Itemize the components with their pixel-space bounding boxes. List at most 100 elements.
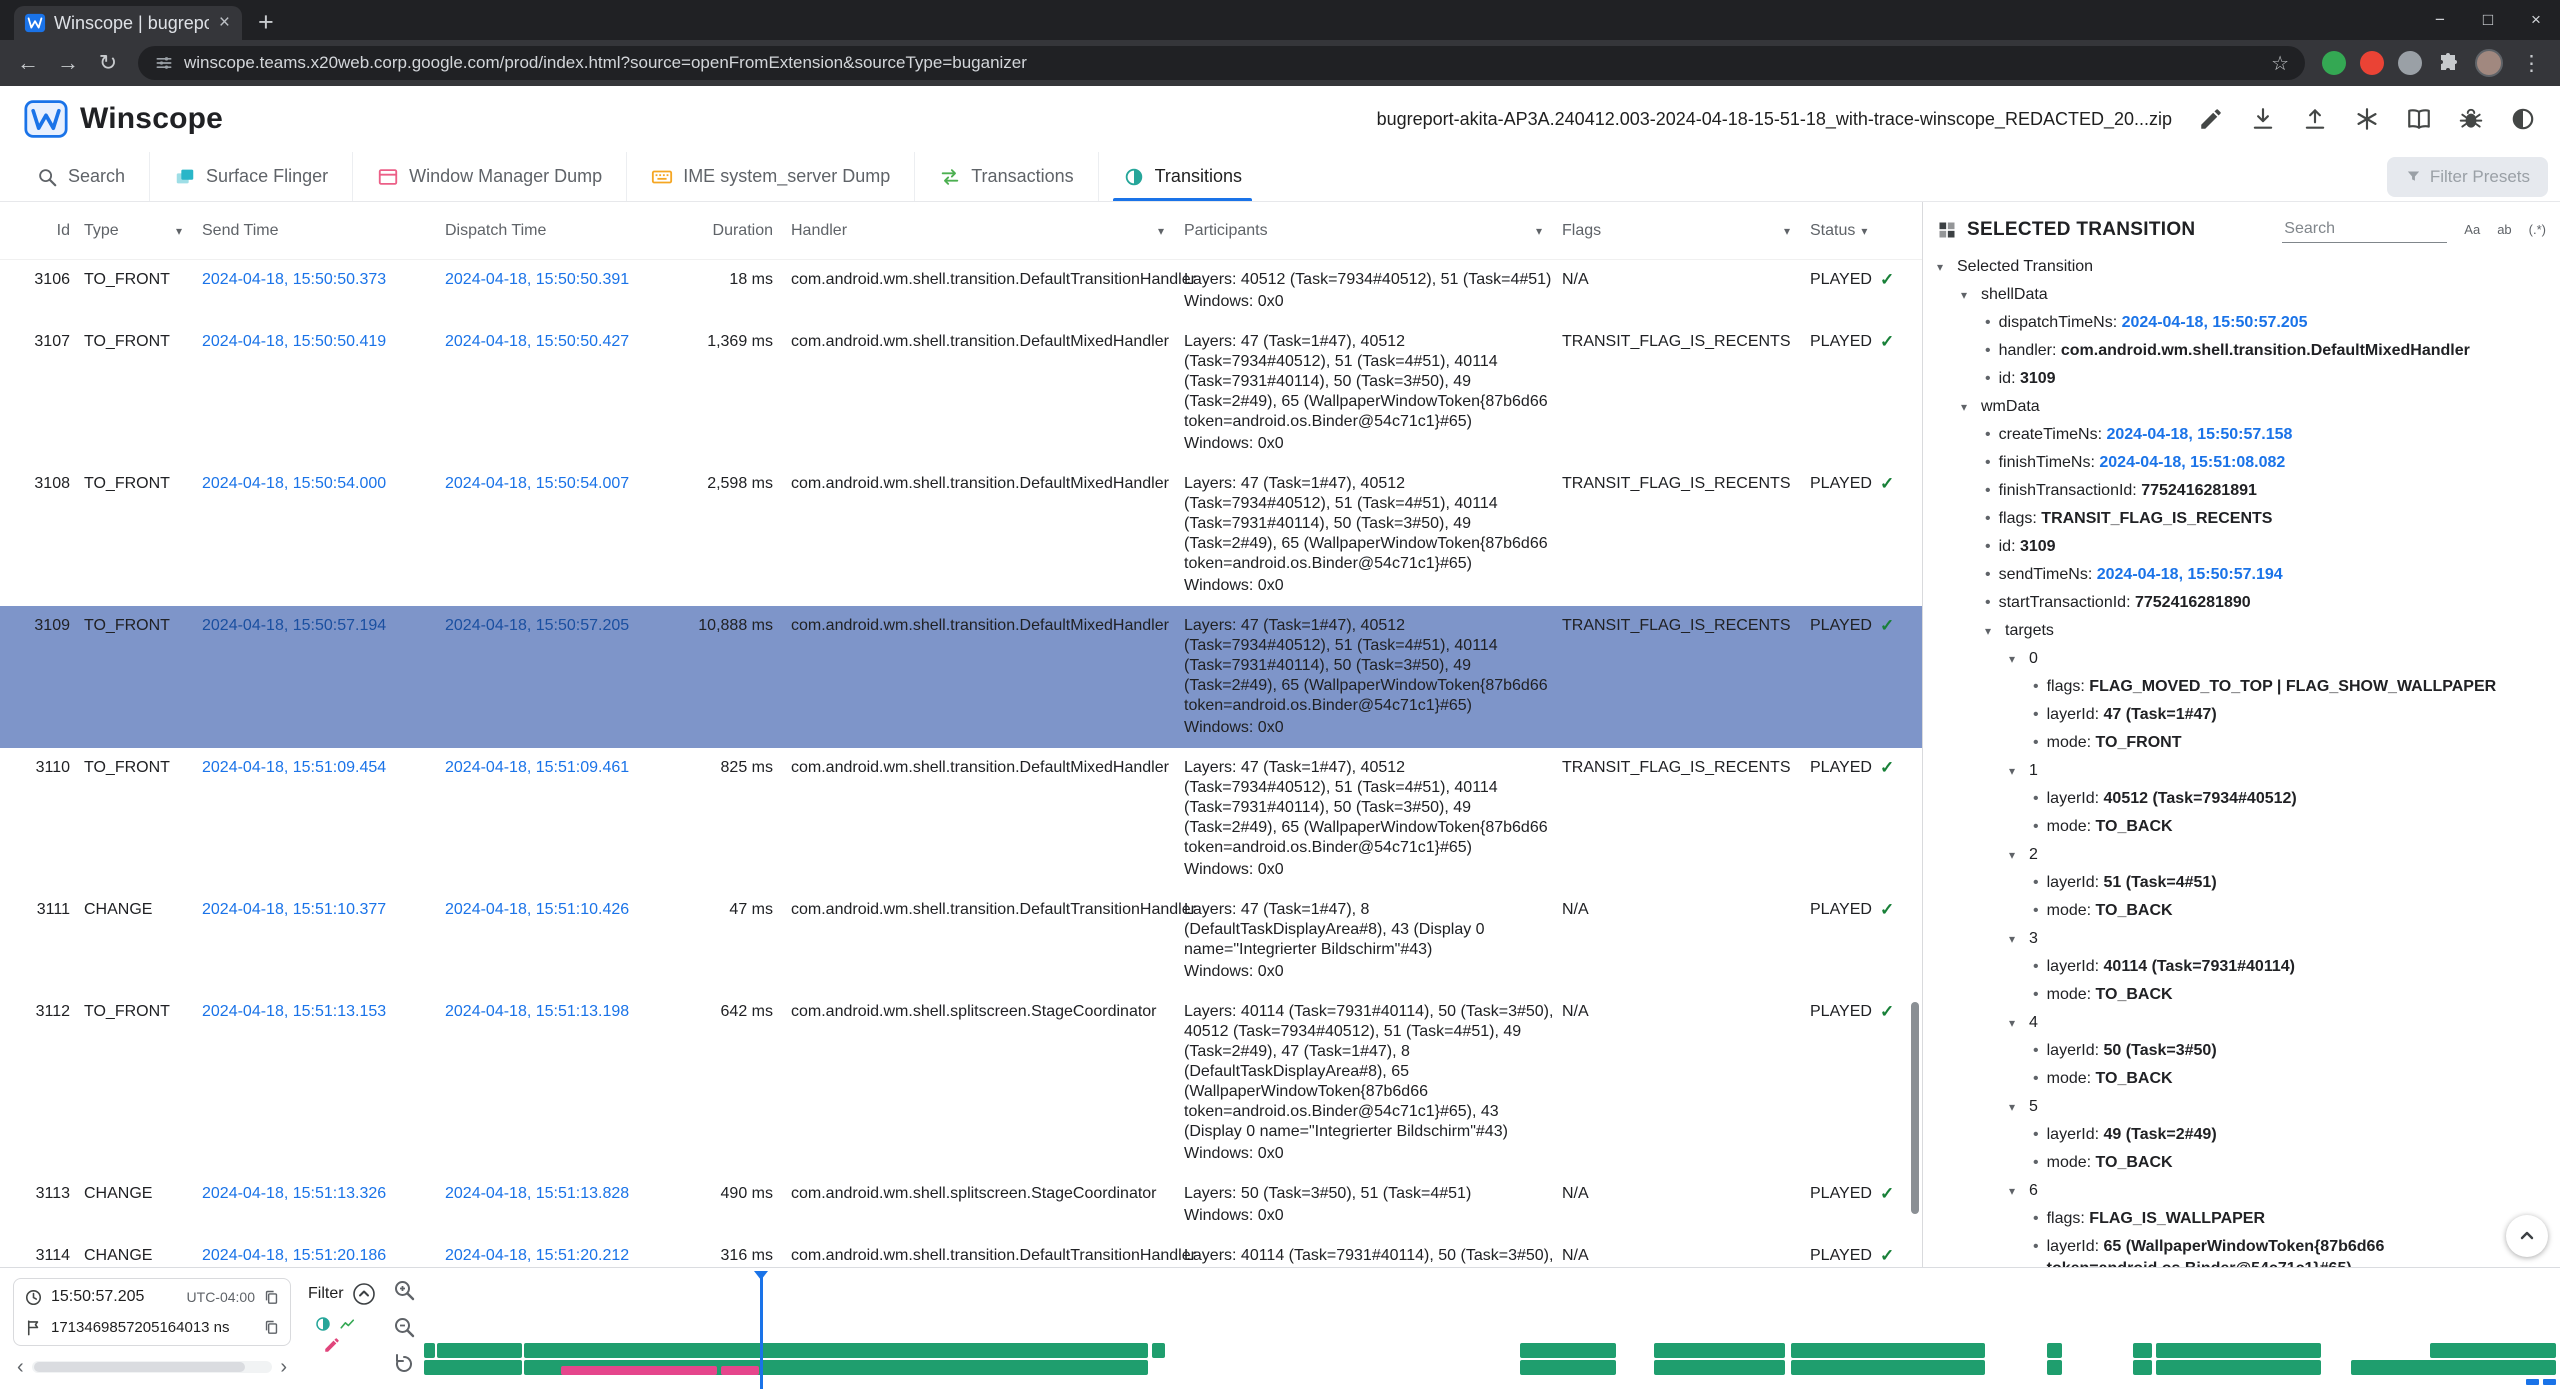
download-icon[interactable] (2250, 106, 2276, 132)
table-row-3110[interactable]: 3110 TO_FRONT 2024-04-18, 15:51:09.454 2024… (0, 748, 1922, 890)
collapse-caret-icon[interactable]: ▾ (1961, 288, 1968, 302)
dispatch-time-link[interactable]: 2024-04-18, 15:51:20.212 (445, 1247, 630, 1264)
send-time-link[interactable]: 2024-04-18, 15:51:20.186 (202, 1247, 387, 1264)
tree-group-5[interactable]: ▾ 5 (1929, 1093, 2550, 1121)
current-timestamp[interactable]: 15:50:57.205 (51, 1288, 145, 1305)
tab-close-icon[interactable]: × (218, 12, 230, 33)
column-header-dispatch-time[interactable]: Dispatch Time (445, 221, 547, 239)
tab-surface-flinger[interactable]: Surface Flinger (149, 152, 352, 201)
timeline-h-scrollbar[interactable]: ‹ › (13, 1354, 291, 1380)
column-header-id[interactable]: Id (56, 221, 70, 239)
tab-transitions[interactable]: Transitions (1097, 152, 1266, 201)
column-header-send-time[interactable]: Send Time (202, 221, 279, 239)
table-row-3112[interactable]: 3112 TO_FRONT 2024-04-18, 15:51:13.153 2024… (0, 992, 1922, 1174)
collapse-caret-icon[interactable]: ▾ (2009, 764, 2016, 778)
tree-group-targets[interactable]: ▾ targets (1929, 617, 2550, 645)
dispatch-time-link[interactable]: 2024-04-18, 15:50:50.391 (445, 271, 630, 288)
column-header-type[interactable]: Type ▾ (84, 221, 182, 239)
timeline-canvas[interactable] (424, 1271, 2560, 1389)
timeline-cursor[interactable] (754, 1271, 769, 1389)
table-row-3108[interactable]: 3108 TO_FRONT 2024-04-18, 15:50:54.000 2024… (0, 464, 1922, 606)
regex-button[interactable]: (.*) (2528, 222, 2546, 237)
collapse-caret-icon[interactable]: ▾ (2009, 848, 2016, 862)
transitions-trace-icon[interactable] (314, 1315, 332, 1333)
bookmark-pen-icon[interactable] (323, 1336, 341, 1354)
reload-button[interactable]: ↻ (98, 50, 118, 75)
scroll-to-top-button[interactable] (2506, 1215, 2548, 1257)
tab-window-manager-dump[interactable]: Window Manager Dump (352, 152, 626, 201)
browser-tab[interactable]: Winscope | bugreport-ak... × (14, 6, 242, 40)
match-word-button[interactable]: ab (2497, 222, 2512, 237)
tree-group-wmdata[interactable]: ▾ wmData (1929, 393, 2550, 421)
copy-icon[interactable] (263, 1319, 280, 1336)
table-row-3113[interactable]: 3113 CHANGE 2024-04-18, 15:51:13.326 2024-0… (0, 1174, 1922, 1236)
copy-icon[interactable] (263, 1289, 280, 1306)
filter-presets-button[interactable]: Filter Presets (2386, 156, 2548, 197)
back-button[interactable]: ← (17, 50, 39, 75)
collapse-caret-icon[interactable]: ▾ (1937, 260, 1944, 274)
zoom-out-button[interactable] (392, 1315, 416, 1339)
collapse-caret-icon[interactable]: ▾ (2009, 1184, 2016, 1198)
extension-icon-gray[interactable] (2398, 51, 2422, 75)
column-header-participants[interactable]: Participants ▾ (1184, 221, 1542, 239)
url-text[interactable]: winscope.teams.x20web.corp.google.com/pr… (184, 53, 1027, 72)
extensions-puzzle-icon[interactable] (2436, 51, 2460, 75)
tree-group-1[interactable]: ▾ 1 (1929, 757, 2550, 785)
collapse-filter-button[interactable] (352, 1282, 376, 1306)
reset-zoom-button[interactable] (392, 1352, 416, 1376)
tree-group-selected-transition[interactable]: ▾ Selected Transition (1929, 253, 2550, 281)
send-time-link[interactable]: 2024-04-18, 15:50:50.373 (202, 271, 387, 288)
report-bug-icon[interactable] (2458, 106, 2484, 132)
column-header-status[interactable]: Status ▾ (1810, 221, 1868, 239)
dispatch-time-link[interactable]: 2024-04-18, 15:50:50.427 (445, 333, 630, 350)
timestamp-ns[interactable]: 1713469857205164013 ns (51, 1318, 230, 1336)
upload-icon[interactable] (2302, 106, 2328, 132)
clear-traces-icon[interactable] (2354, 106, 2380, 132)
browser-menu-icon[interactable]: ⋮ (2521, 51, 2542, 75)
new-tab-button[interactable]: + (258, 7, 274, 37)
table-row-3114[interactable]: 3114 CHANGE 2024-04-18, 15:51:20.186 2024-0… (0, 1236, 1922, 1267)
collapse-caret-icon[interactable]: ▾ (2009, 652, 2016, 666)
tree-group-2[interactable]: ▾ 2 (1929, 841, 2550, 869)
dispatch-time-link[interactable]: 2024-04-18, 15:51:13.198 (445, 1003, 630, 1020)
zoom-in-button[interactable] (392, 1278, 416, 1302)
tree-group-6[interactable]: ▾ 6 (1929, 1177, 2550, 1205)
h-scroll-track[interactable] (31, 1361, 273, 1373)
scroll-left-button[interactable]: ‹ (17, 1356, 24, 1378)
edit-icon[interactable] (2198, 106, 2224, 132)
theme-toggle-icon[interactable] (2510, 106, 2536, 132)
forward-button[interactable]: → (57, 50, 79, 75)
window-close-button[interactable]: × (2531, 10, 2541, 29)
dispatch-time-link[interactable]: 2024-04-18, 15:50:57.205 (445, 617, 630, 634)
table-row-3106[interactable]: 3106 TO_FRONT 2024-04-18, 15:50:50.373 2024… (0, 260, 1922, 322)
filter-caret-icon[interactable]: ▾ (175, 223, 182, 238)
table-row-3111[interactable]: 3111 CHANGE 2024-04-18, 15:51:10.377 2024-0… (0, 890, 1922, 992)
send-time-link[interactable]: 2024-04-18, 15:51:13.326 (202, 1185, 387, 1202)
filter-caret-icon[interactable]: ▾ (1157, 223, 1164, 238)
documentation-icon[interactable] (2406, 106, 2432, 132)
send-time-link[interactable]: 2024-04-18, 15:51:10.377 (202, 901, 387, 918)
tab-search[interactable]: Search (12, 152, 149, 201)
tree-group-3[interactable]: ▾ 3 (1929, 925, 2550, 953)
filter-caret-icon[interactable]: ▾ (1861, 223, 1868, 238)
tab-transactions[interactable]: Transactions (914, 152, 1097, 201)
table-row-3109[interactable]: 3109 TO_FRONT 2024-04-18, 15:50:57.194 2024… (0, 606, 1922, 748)
window-minimize-button[interactable]: − (2435, 10, 2445, 29)
table-row-3107[interactable]: 3107 TO_FRONT 2024-04-18, 15:50:50.419 2024… (0, 322, 1922, 464)
scroll-right-button[interactable]: › (280, 1356, 287, 1378)
extension-icon-red[interactable] (2360, 51, 2384, 75)
details-search-input[interactable] (2282, 216, 2448, 243)
table-scrollbar[interactable] (1911, 1002, 1919, 1214)
collapse-caret-icon[interactable]: ▾ (2009, 1016, 2016, 1030)
collapse-caret-icon[interactable]: ▾ (2009, 1100, 2016, 1114)
send-time-link[interactable]: 2024-04-18, 15:50:54.000 (202, 475, 387, 492)
match-case-button[interactable]: Aa (2464, 222, 2481, 237)
filter-caret-icon[interactable]: ▾ (1535, 223, 1542, 238)
tree-group-shelldata[interactable]: ▾ shellData (1929, 281, 2550, 309)
collapse-caret-icon[interactable]: ▾ (1985, 624, 1992, 638)
bookmark-star-icon[interactable]: ☆ (2271, 52, 2289, 75)
window-maximize-button[interactable]: □ (2482, 10, 2494, 29)
filter-caret-icon[interactable]: ▾ (1783, 223, 1790, 238)
send-time-link[interactable]: 2024-04-18, 15:50:50.419 (202, 333, 387, 350)
tab-ime-system-server-dump[interactable]: IME system_server Dump (626, 152, 914, 201)
